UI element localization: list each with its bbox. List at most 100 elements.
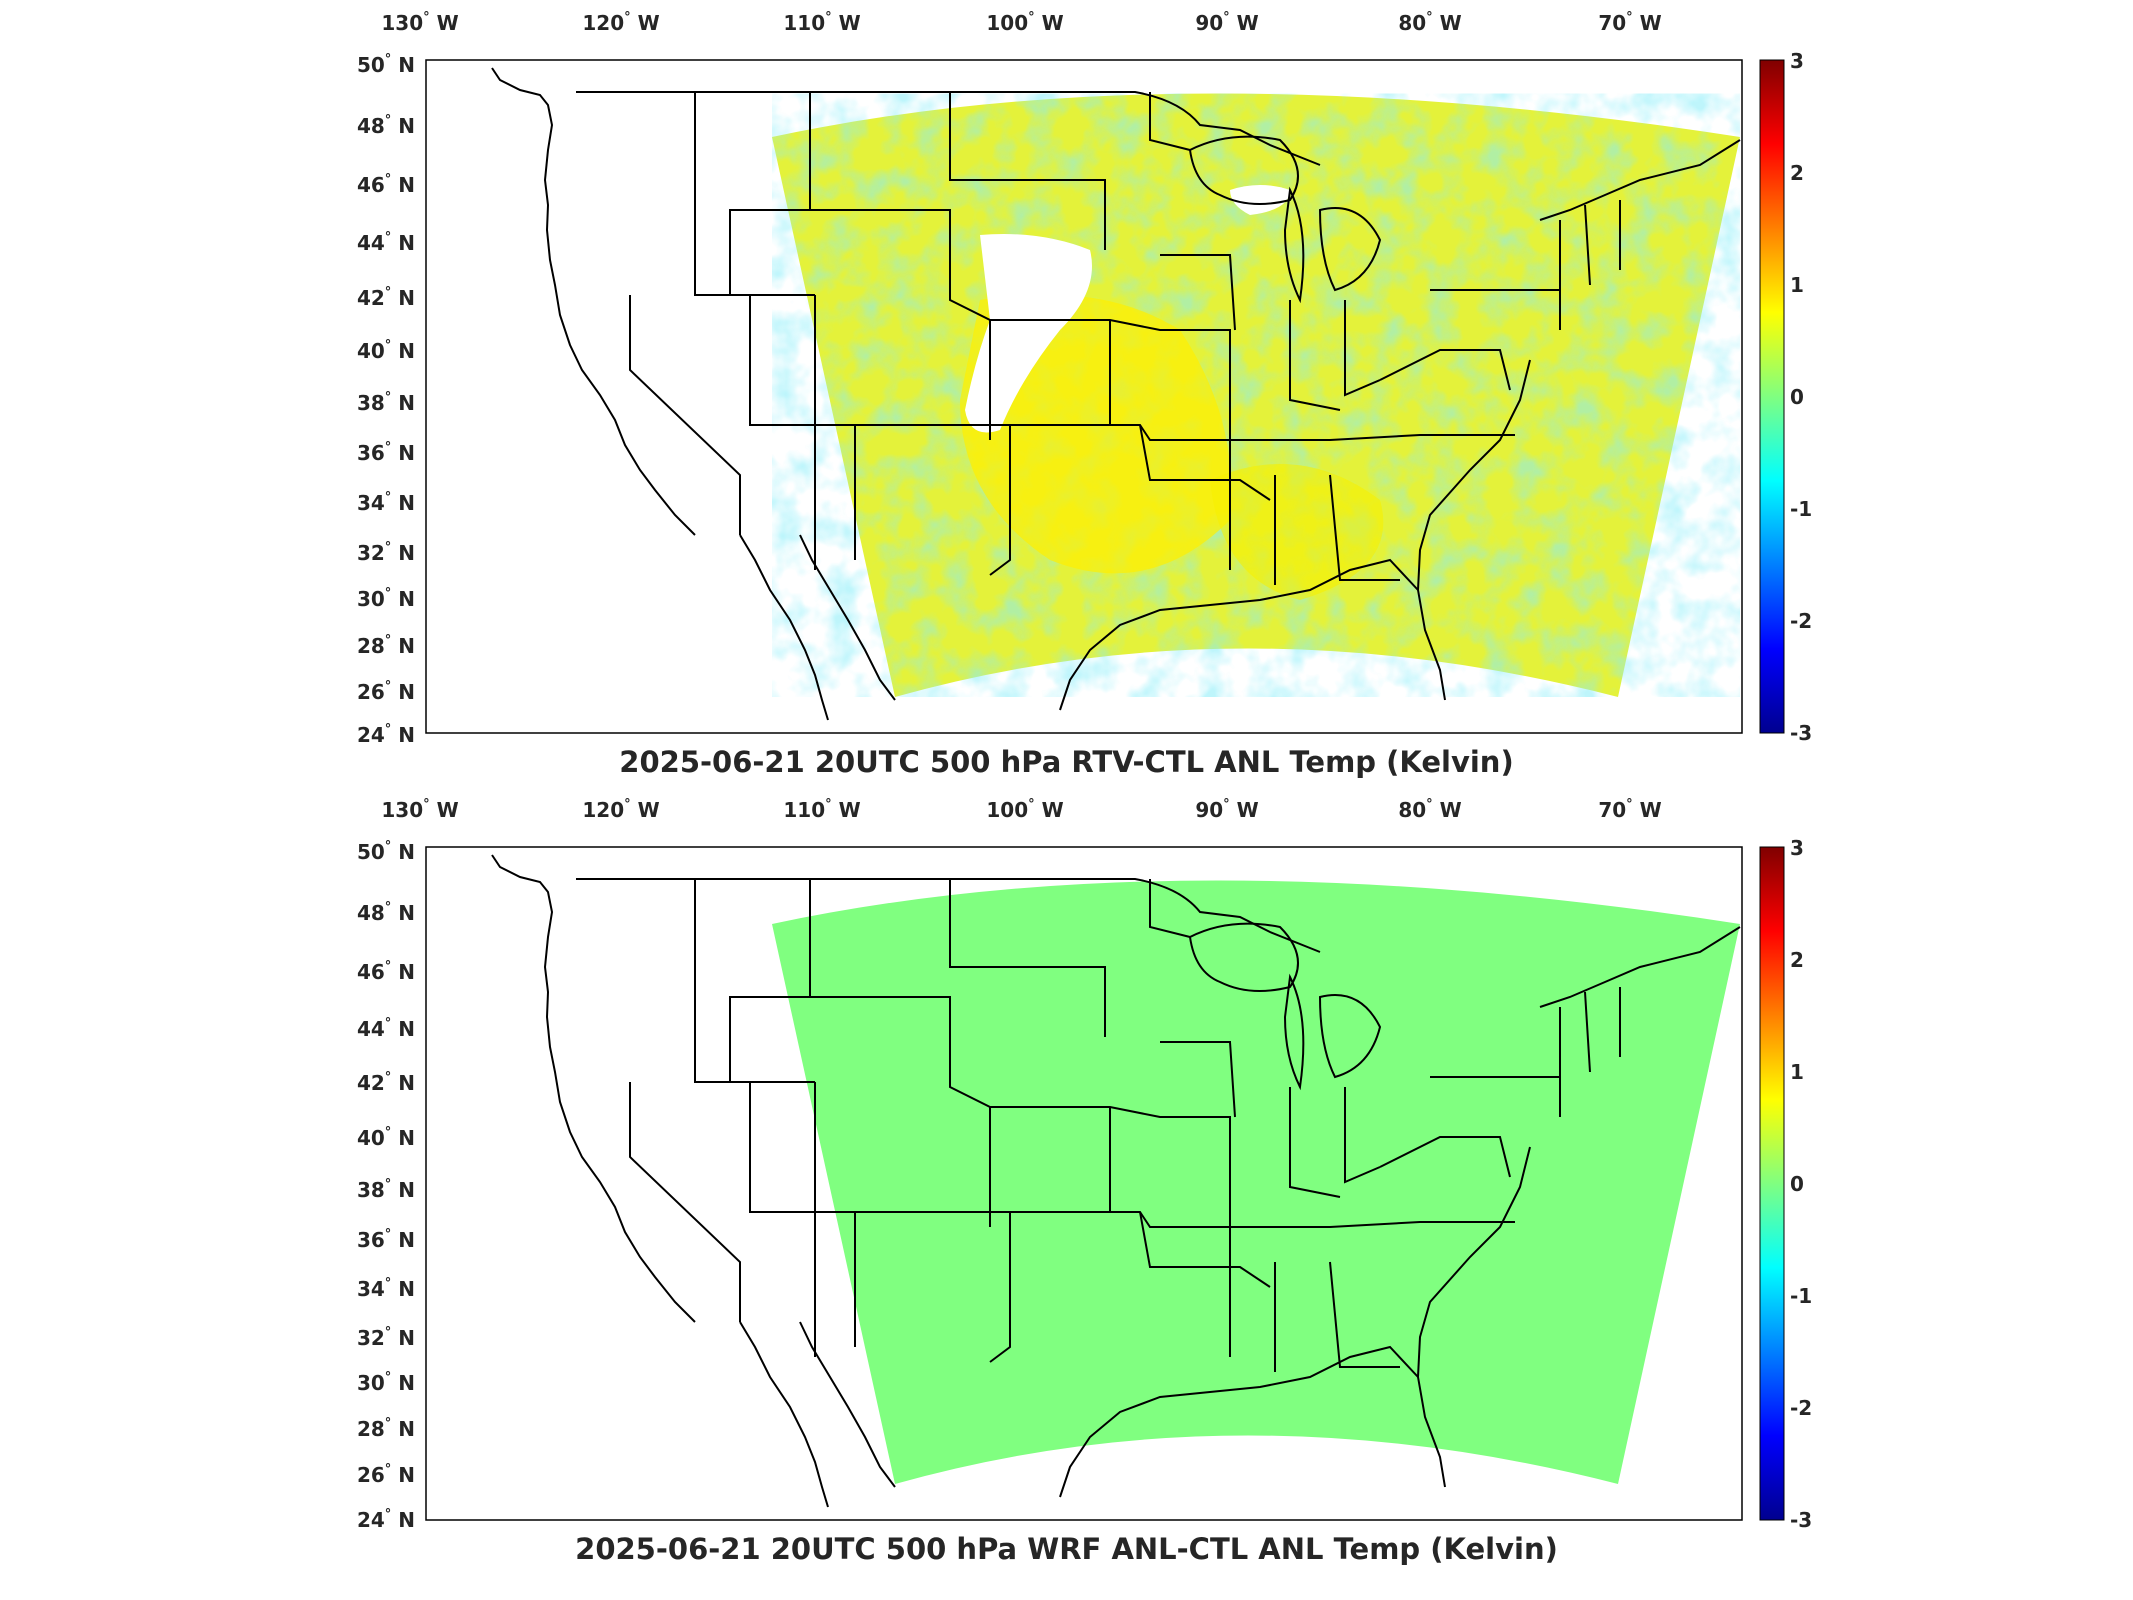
lat-label: 50	[357, 53, 385, 77]
lat-label: 34	[357, 1277, 385, 1301]
lat-label: 48	[357, 901, 385, 925]
lat-label: 42	[357, 1071, 385, 1095]
state-line-10	[1139, 1211, 1271, 1288]
state-line-10	[1139, 424, 1271, 501]
latitude-labels: 50° N 48° N 46° N 44° N 42° N 40° N 38° …	[357, 52, 415, 747]
lat-label: 42	[357, 286, 385, 310]
colorbar-tick-label: 2	[1790, 161, 1804, 185]
latitude-labels: 50° N 48° N 46° N 44° N 42° N 40° N 38° …	[357, 839, 415, 1532]
state-line-5	[949, 92, 1106, 250]
svg-text:28° N: 28° N	[357, 633, 415, 658]
lat-label: 28	[357, 1417, 385, 1441]
svg-text:28° N: 28° N	[357, 1416, 415, 1441]
domain-field-cool-texture	[772, 93, 1740, 697]
state-line-3	[749, 1082, 856, 1347]
northeast-coast	[1539, 926, 1741, 1008]
missing-data-lakes	[1230, 185, 1290, 215]
lat-label: 36	[357, 1228, 385, 1252]
svg-text:110° W: 110° W	[783, 10, 860, 35]
state-line-3	[749, 295, 856, 560]
lower-michigan	[1318, 994, 1382, 1079]
state-line-23	[1149, 879, 1191, 938]
west-coastline	[491, 67, 696, 536]
colorbar-tick-label: 1	[1790, 273, 1804, 297]
map-plot-wrf-ctl: 130° W 120° W 110° W 100° W 90° W 80° W …	[357, 797, 1812, 1532]
lat-label: 38	[357, 391, 385, 415]
lat-label: 44	[357, 1017, 385, 1041]
temperature-field	[772, 880, 1740, 1484]
svg-text:50° N: 50° N	[357, 839, 415, 864]
canada-border	[576, 878, 1321, 953]
lon-label: 70	[1598, 11, 1626, 35]
lat-label: 28	[357, 634, 385, 658]
lon-label: 70	[1598, 798, 1626, 822]
map-title: 2025-06-21 20UTC 500 hPa WRF ANL-CTL ANL…	[575, 1532, 1558, 1566]
state-line-11	[1240, 434, 1515, 441]
state-line-24	[729, 879, 811, 1082]
svg-text:90° W: 90° W	[1195, 797, 1258, 822]
lat-label: 34	[357, 491, 385, 515]
svg-text:130° W: 130° W	[381, 797, 458, 822]
state-line-17	[1344, 300, 1381, 397]
svg-text:30° N: 30° N	[357, 1370, 415, 1395]
state-line-23	[1149, 92, 1191, 151]
svg-text:24° N: 24° N	[357, 722, 415, 747]
temperature-field	[772, 93, 1740, 697]
svg-text:34° N: 34° N	[357, 1276, 415, 1301]
lon-label: 80	[1398, 798, 1426, 822]
colorbar-tick-label: -3	[1790, 1508, 1812, 1532]
lon-label: 90	[1195, 798, 1223, 822]
southeast-coast	[1416, 359, 1531, 701]
map-outlines	[491, 67, 1741, 721]
svg-text:44° N: 44° N	[357, 1016, 415, 1041]
colorbar-tick-label: 2	[1790, 948, 1804, 972]
svg-text:70° W: 70° W	[1598, 797, 1661, 822]
map-frame	[425, 59, 1743, 734]
svg-text:80° W: 80° W	[1398, 797, 1461, 822]
lat-label: 40	[357, 1126, 385, 1150]
svg-text:34° N: 34° N	[357, 490, 415, 515]
lon-label: 90	[1195, 11, 1223, 35]
mexico-mainland-coast	[799, 534, 896, 701]
state-line-19	[1379, 349, 1511, 391]
lat-label: 40	[357, 339, 385, 363]
lon-label: 110	[783, 798, 825, 822]
lat-label: 26	[357, 680, 385, 704]
map-panel-wrf-ctl: 130° W 120° W 110° W 100° W 90° W 80° W …	[0, 790, 2133, 1600]
svg-text:42° N: 42° N	[357, 1070, 415, 1095]
svg-text:110° W: 110° W	[783, 797, 860, 822]
lake-michigan	[1283, 186, 1305, 304]
colorbar-tick-label: -1	[1790, 497, 1812, 521]
lat-label: 50	[357, 840, 385, 864]
svg-text:130° W: 130° W	[381, 10, 458, 35]
lat-label: 30	[357, 1371, 385, 1395]
state-line-19	[1379, 1136, 1511, 1178]
colorbar-gradient	[1759, 846, 1785, 1521]
colorbar-tick-label: 0	[1790, 385, 1804, 409]
great-lakes-outline	[1188, 135, 1299, 205]
map-title: 2025-06-21 20UTC 500 hPa RTV-CTL ANL Tem…	[619, 745, 1514, 779]
svg-text:26° N: 26° N	[357, 679, 415, 704]
svg-text:26° N: 26° N	[357, 1462, 415, 1487]
state-line-21	[1584, 991, 1591, 1073]
state-line-16	[1289, 300, 1341, 411]
svg-text:46° N: 46° N	[357, 172, 415, 197]
map-plot-rtv-ctl: 130° W 120° W 110° W 100° W 90° W 80° W …	[357, 10, 1812, 747]
svg-text:42° N: 42° N	[357, 285, 415, 310]
lon-label: 130	[381, 11, 423, 35]
state-line-4	[810, 209, 991, 440]
svg-text:40° N: 40° N	[357, 338, 415, 363]
southeast-coast	[1416, 1146, 1531, 1488]
state-line-4	[810, 996, 991, 1227]
state-line-2	[629, 295, 741, 535]
svg-text:48° N: 48° N	[357, 113, 415, 138]
lon-label: 110	[783, 11, 825, 35]
svg-text:100° W: 100° W	[986, 797, 1063, 822]
lat-label: 30	[357, 587, 385, 611]
svg-text:48° N: 48° N	[357, 900, 415, 925]
northeast-coast	[1539, 139, 1741, 221]
colorbar-tick-label: -1	[1790, 1284, 1812, 1308]
state-line-6	[990, 1106, 1231, 1227]
colorbar-tick-label: 3	[1790, 836, 1804, 860]
svg-text:100° W: 100° W	[986, 10, 1063, 35]
